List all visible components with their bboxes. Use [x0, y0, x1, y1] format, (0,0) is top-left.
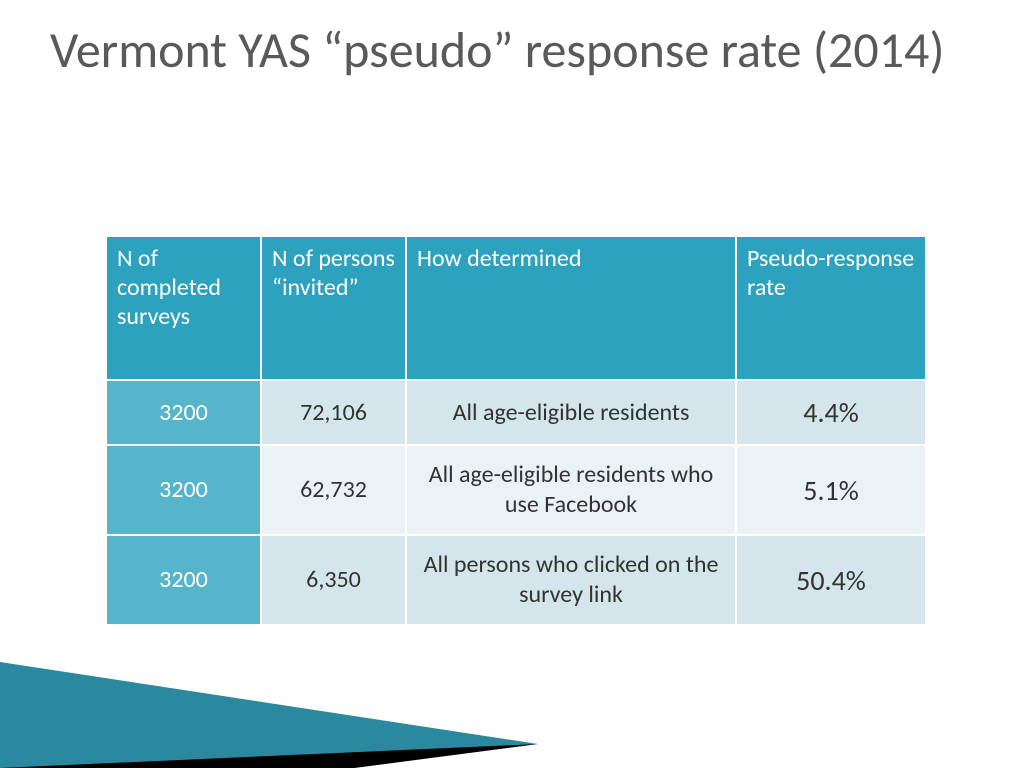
- slide-title: Vermont YAS “pseudo” response rate (2014…: [50, 22, 970, 80]
- table-row: 320062,732All age-eligible residents who…: [106, 445, 926, 535]
- table-cell: All age-eligible residents: [406, 380, 736, 445]
- table-cell: 6,350: [261, 535, 406, 625]
- table-cell: 72,106: [261, 380, 406, 445]
- table-cell: 62,732: [261, 445, 406, 535]
- table-row: 320072,106All age-eligible residents4.4%: [106, 380, 926, 445]
- table-cell: All age-eligible residents who use Faceb…: [406, 445, 736, 535]
- table-header-cell: Pseudo-response rate: [736, 236, 926, 380]
- table-header-cell: N of completed surveys: [106, 236, 261, 380]
- table-row: 32006,350All persons who clicked on the …: [106, 535, 926, 625]
- table-cell: All persons who clicked on the survey li…: [406, 535, 736, 625]
- table-cell: 3200: [106, 445, 261, 535]
- table-cell: 4.4%: [736, 380, 926, 445]
- table-header-cell: N of persons “invited”: [261, 236, 406, 380]
- table-header-row: N of completed surveysN of persons “invi…: [106, 236, 926, 380]
- table-header-cell: How determined: [406, 236, 736, 380]
- table-cell: 3200: [106, 380, 261, 445]
- decorative-wedge: [0, 648, 540, 768]
- response-rate-table: N of completed surveysN of persons “invi…: [105, 235, 925, 626]
- table-cell: 5.1%: [736, 445, 926, 535]
- table-cell: 50.4%: [736, 535, 926, 625]
- table-cell: 3200: [106, 535, 261, 625]
